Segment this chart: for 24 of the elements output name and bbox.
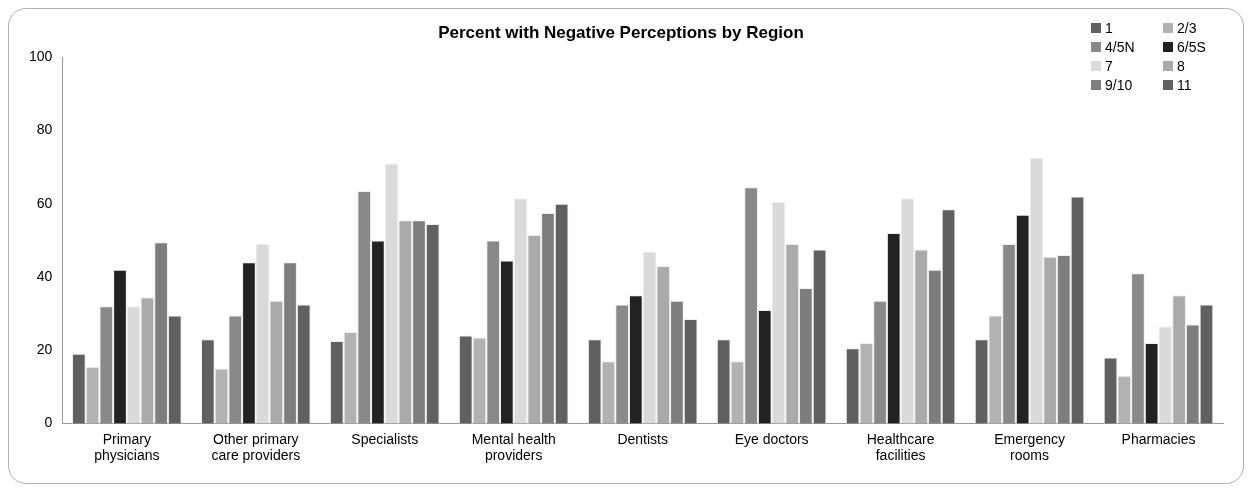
x-tick-label: Mental health providers xyxy=(471,430,556,464)
x-tick-label: Healthcare facilities xyxy=(866,430,935,464)
x-tick-label: Eye doctors xyxy=(734,430,809,447)
legend-label: 2/3 xyxy=(1177,19,1197,37)
y-tick-label: 100 xyxy=(29,48,53,65)
legend-label: 7 xyxy=(1105,57,1113,75)
legend-label: 4/5N xyxy=(1105,38,1135,56)
x-tick-label: Emergency rooms xyxy=(994,430,1065,464)
legend-label: 8 xyxy=(1177,57,1185,75)
legend-label: 11 xyxy=(1177,76,1192,94)
x-tick-label: Dentists xyxy=(617,430,668,447)
x-tick-label: Specialists xyxy=(351,430,419,447)
y-tick-label: 40 xyxy=(36,267,53,284)
chart-title: Percent with Negative Perceptions by Region xyxy=(438,22,804,42)
y-tick-label: 60 xyxy=(36,194,53,211)
x-tick-label: Primary physicians xyxy=(94,430,160,464)
y-tick-label: 20 xyxy=(36,341,53,358)
legend-label: 1 xyxy=(1105,19,1113,37)
y-tick-label: 80 xyxy=(36,121,53,138)
legend-label: 6/5S xyxy=(1177,38,1206,56)
y-tick-label: 0 xyxy=(44,414,53,431)
legend-label: 9/10 xyxy=(1105,76,1133,94)
x-tick-label: Other primary care providers xyxy=(211,430,301,464)
x-tick-label: Pharmacies xyxy=(1121,430,1196,447)
